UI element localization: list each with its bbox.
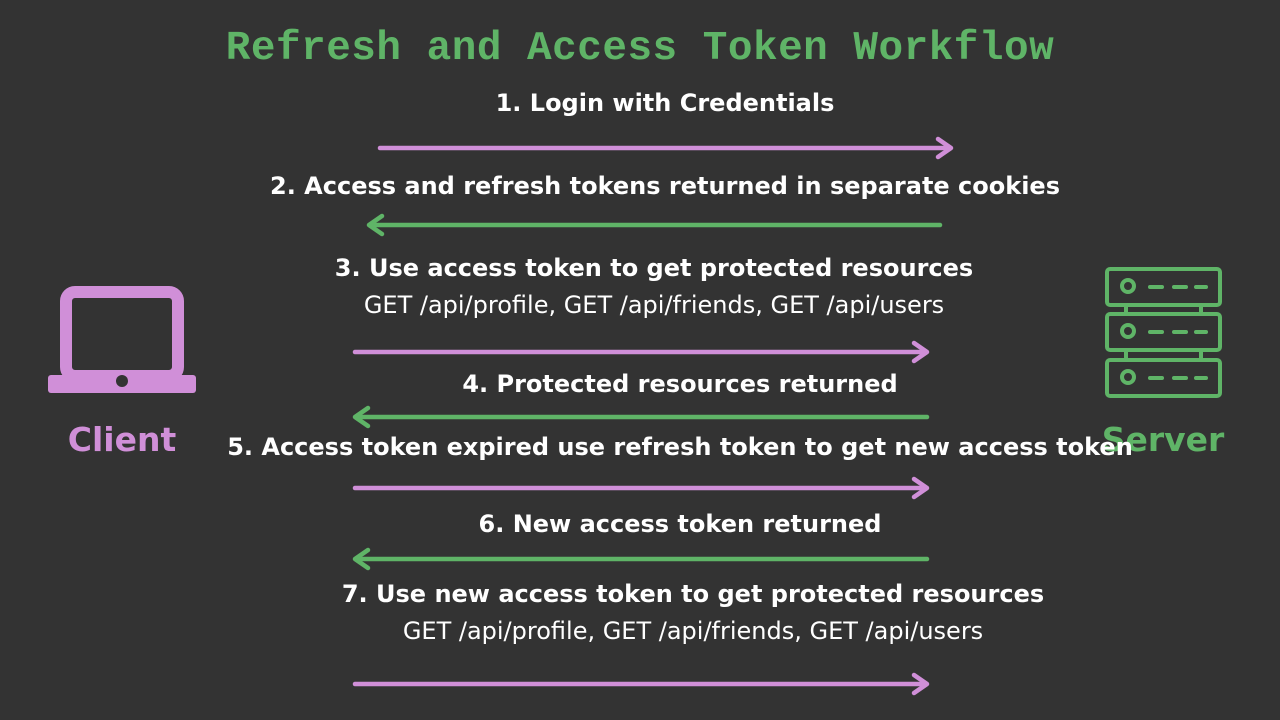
server-rack-icon [1105, 267, 1222, 398]
server-label: Server [1101, 420, 1225, 459]
diagram-title: Refresh and Access Token Workflow [225, 26, 1055, 72]
step-3-detail: GET /api/profile, GET /api/friends, GET … [363, 291, 945, 319]
client-label: Client [67, 420, 177, 459]
arrow-step-5 [352, 476, 930, 500]
arrow-step-1 [377, 136, 954, 160]
step-3-label: 3. Use access token to get protected res… [334, 254, 974, 282]
step-2-label: 2. Access and refresh tokens returned in… [270, 172, 1060, 200]
arrow-step-7 [352, 672, 930, 696]
step-7-label: 7. Use new access token to get protected… [341, 580, 1045, 608]
step-4-label: 4. Protected resources returned [462, 370, 898, 398]
arrow-step-2 [366, 213, 943, 237]
arrow-step-4 [352, 405, 930, 429]
step-7-detail: GET /api/profile, GET /api/friends, GET … [402, 617, 984, 645]
arrow-step-3 [352, 340, 930, 364]
step-6-label: 6. New access token returned [478, 510, 882, 538]
arrow-step-6 [352, 547, 930, 571]
step-5-label: 5. Access token expired use refresh toke… [227, 433, 1133, 461]
step-1-label: 1. Login with Credentials [495, 89, 835, 117]
laptop-icon [48, 286, 196, 393]
